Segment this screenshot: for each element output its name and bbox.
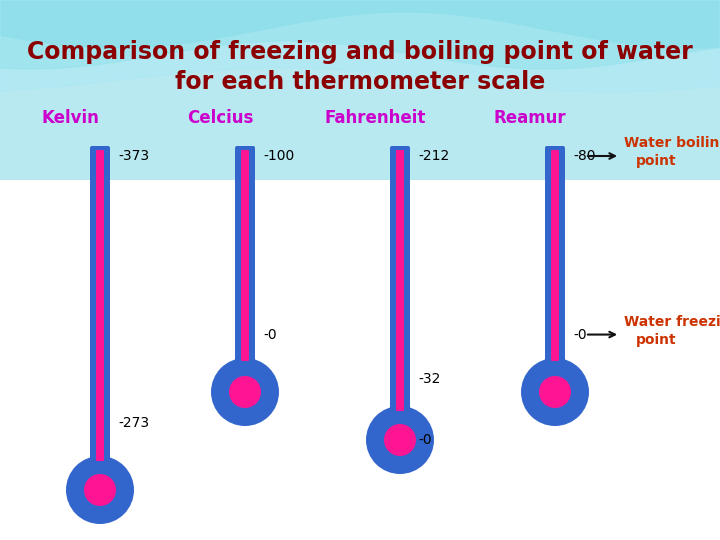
Circle shape (66, 456, 134, 524)
Text: Kelvin: Kelvin (41, 109, 99, 127)
Text: -100: -100 (263, 149, 294, 163)
Circle shape (384, 424, 416, 456)
Text: for each thermometer scale: for each thermometer scale (175, 70, 545, 94)
Text: Fahrenheit: Fahrenheit (324, 109, 426, 127)
FancyBboxPatch shape (96, 150, 104, 461)
Text: Celcius: Celcius (186, 109, 253, 127)
Polygon shape (0, 0, 720, 69)
FancyBboxPatch shape (90, 146, 110, 462)
Text: -0: -0 (573, 328, 587, 342)
Circle shape (539, 376, 571, 408)
Polygon shape (0, 0, 720, 48)
Circle shape (521, 358, 589, 426)
FancyBboxPatch shape (241, 150, 249, 361)
Circle shape (84, 474, 116, 506)
Text: Reamur: Reamur (494, 109, 567, 127)
Text: Water freezing: Water freezing (624, 315, 720, 328)
FancyBboxPatch shape (545, 146, 565, 362)
Text: -80: -80 (573, 149, 595, 163)
FancyBboxPatch shape (396, 150, 404, 411)
Polygon shape (0, 0, 720, 92)
FancyBboxPatch shape (390, 146, 410, 412)
Circle shape (366, 406, 434, 474)
Text: Comparison of freezing and boiling point of water: Comparison of freezing and boiling point… (27, 40, 693, 64)
Text: -273: -273 (118, 416, 149, 429)
Text: -373: -373 (118, 149, 149, 163)
Text: -212: -212 (418, 149, 449, 163)
Text: -32: -32 (418, 372, 441, 386)
Circle shape (211, 358, 279, 426)
FancyBboxPatch shape (551, 150, 559, 361)
Text: -0: -0 (263, 328, 276, 342)
Circle shape (229, 376, 261, 408)
Text: point: point (636, 154, 677, 168)
FancyBboxPatch shape (235, 146, 255, 362)
Text: -0: -0 (418, 433, 431, 447)
Text: point: point (636, 333, 677, 347)
Text: Water boiling: Water boiling (624, 136, 720, 150)
Bar (0, 0, 720, 180)
